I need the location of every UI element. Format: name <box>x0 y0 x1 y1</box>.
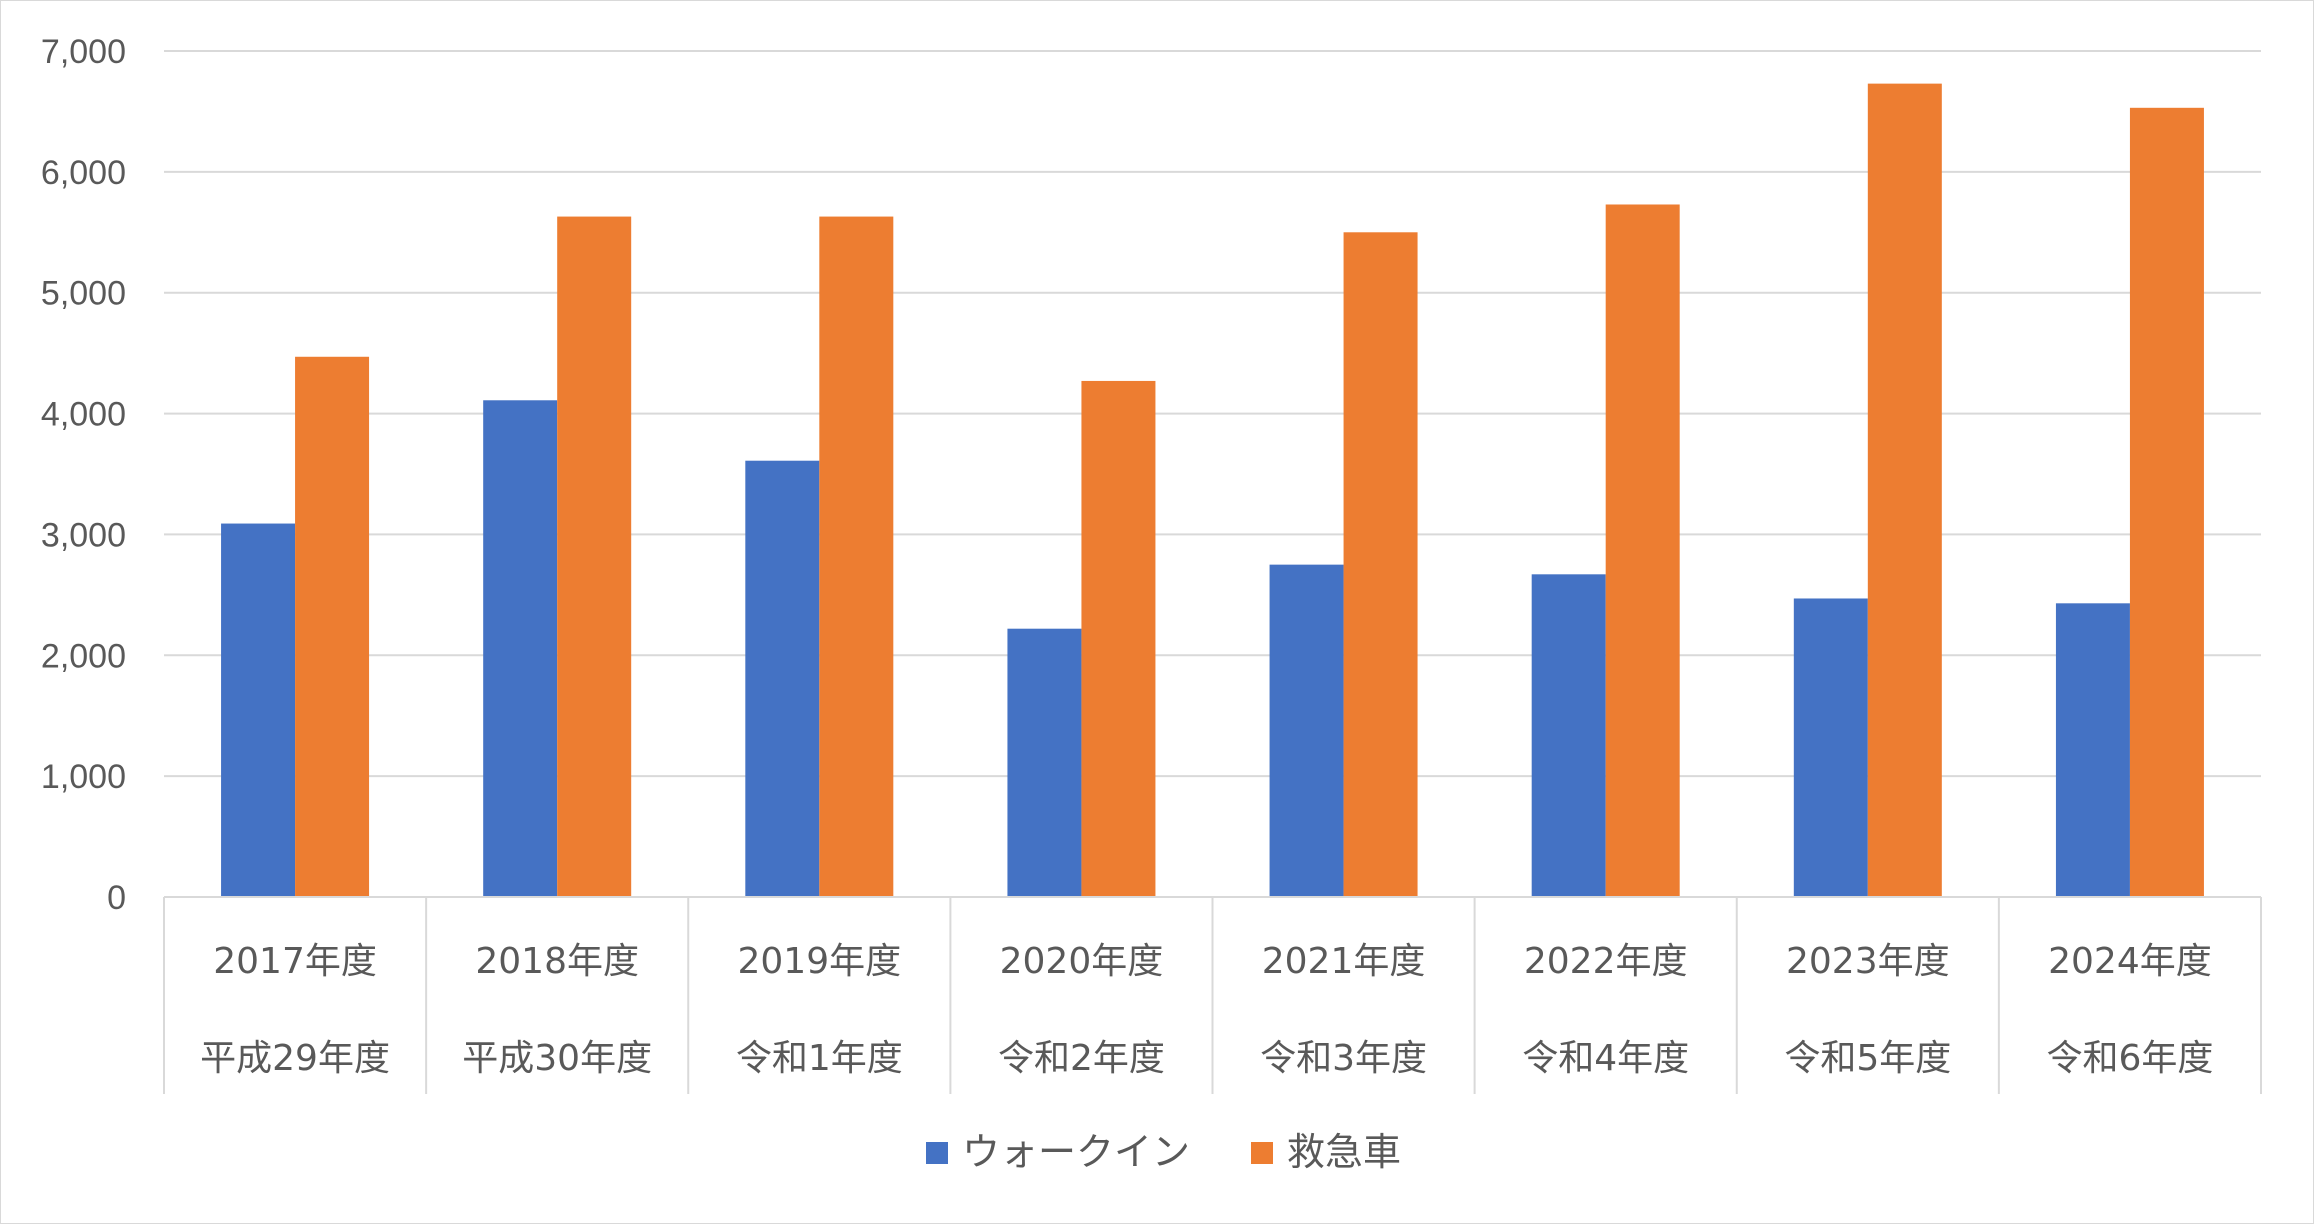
bar-ambulance <box>2129 107 2204 897</box>
legend: ウォークイン 救急車 <box>926 1130 1401 1174</box>
bar-walk-in <box>745 460 820 897</box>
y-tick-label: 1,000 <box>41 758 126 796</box>
bar-walk-in <box>483 400 558 897</box>
y-tick-label: 3,000 <box>41 516 126 554</box>
bar-walk-in <box>1007 628 1082 897</box>
bar-ambulance <box>295 356 370 898</box>
x-tick-label-era: 令和6年度 <box>2046 1038 2213 1079</box>
x-tick-label-era: 平成29年度 <box>200 1038 390 1079</box>
legend-ambulance-swatch <box>1251 1142 1273 1164</box>
x-tick-label-year: 2022年度 <box>1524 941 1688 982</box>
x-tick-label-year: 2018年度 <box>475 941 639 982</box>
gridlines <box>164 50 2261 778</box>
y-tick-label: 2,000 <box>41 637 126 675</box>
x-tick-label-era: 令和5年度 <box>1784 1038 1951 1079</box>
x-tick-label-era: 平成30年度 <box>462 1038 652 1079</box>
y-tick-label: 4,000 <box>41 396 126 434</box>
y-tick-label: 6,000 <box>41 154 126 192</box>
bar-ambulance <box>1081 380 1156 897</box>
y-tick-label: 0 <box>107 879 126 917</box>
x-tick-label-era: 令和1年度 <box>736 1038 903 1079</box>
bar-walk-in <box>221 523 296 897</box>
bar-ambulance <box>1867 83 1942 898</box>
bar-ambulance <box>1605 204 1680 897</box>
legend-walk-in-swatch <box>926 1142 948 1164</box>
x-tick-label-year: 2024年度 <box>2048 941 2212 982</box>
bar-ambulance <box>1343 232 1418 898</box>
y-tick-label: 7,000 <box>41 33 126 71</box>
x-tick-label-year: 2021年度 <box>1262 941 1426 982</box>
bar-walk-in <box>2055 603 2130 897</box>
x-tick-label-era: 令和3年度 <box>1260 1038 1427 1079</box>
bar-walk-in <box>1531 574 1606 897</box>
bar-walk-in <box>1269 564 1344 897</box>
bar-ambulance <box>819 216 894 897</box>
bar-walk-in <box>1793 598 1868 897</box>
x-tick-label-era: 令和4年度 <box>1522 1038 1689 1079</box>
x-tick-label-year: 2017年度 <box>213 941 377 982</box>
y-tick-label: 5,000 <box>41 275 126 313</box>
x-tick-label-year: 2023年度 <box>1786 941 1950 982</box>
bars <box>221 83 2204 898</box>
x-tick-label-era: 令和2年度 <box>998 1038 1165 1079</box>
x-tick-label-year: 2020年度 <box>1000 941 1164 982</box>
legend-walk-in-label: ウォークイン <box>962 1130 1190 1174</box>
x-tick-label-year: 2019年度 <box>738 941 902 982</box>
legend-ambulance-label: 救急車 <box>1287 1130 1401 1174</box>
bar-ambulance <box>557 216 632 897</box>
y-axis: 0 1,000 2,000 3,000 4,000 5,000 6,000 7,000 <box>41 33 126 917</box>
